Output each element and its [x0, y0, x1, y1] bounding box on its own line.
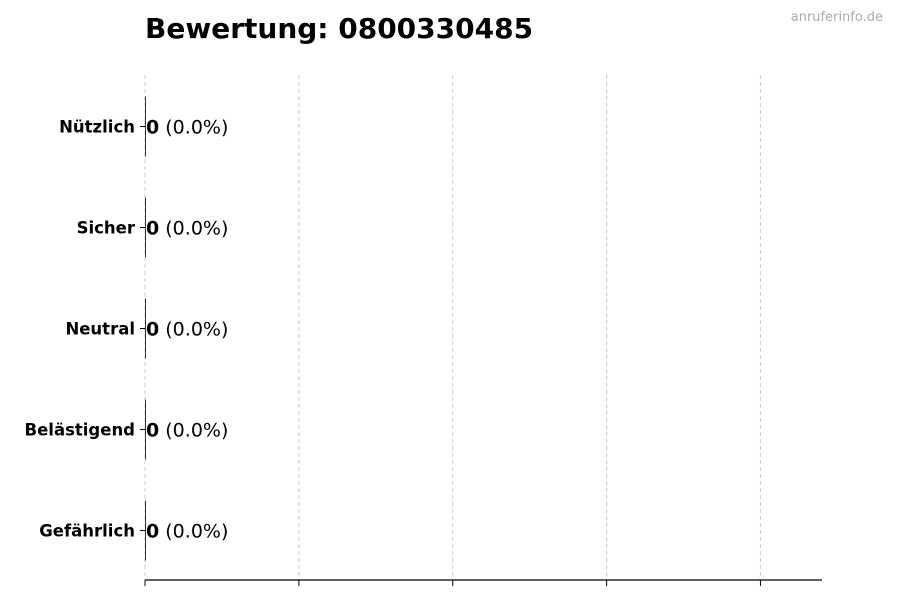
y-tick-label: Neutral — [65, 320, 135, 339]
bar — [145, 197, 146, 258]
y-tick-label: Nützlich — [59, 118, 135, 137]
data-label-percent: (0.0%) — [159, 218, 228, 240]
data-label-percent: (0.0%) — [159, 521, 228, 543]
data-label-percent: (0.0%) — [159, 420, 228, 442]
y-tick-label: Sicher — [77, 219, 136, 238]
y-tick-label: Gefährlich — [39, 522, 135, 541]
bar — [145, 298, 146, 359]
data-label-percent: (0.0%) — [159, 117, 228, 139]
watermark: anruferinfo.de — [790, 10, 883, 25]
bar — [145, 500, 146, 561]
data-label: 0 (0.0%) — [146, 521, 228, 543]
data-label-count: 0 — [146, 319, 159, 341]
data-label-count: 0 — [146, 521, 159, 543]
bar — [145, 96, 146, 157]
y-tick-label: Belästigend — [25, 421, 135, 440]
bar — [145, 399, 146, 460]
data-label-count: 0 — [146, 218, 159, 240]
data-label-count: 0 — [146, 420, 159, 442]
data-label: 0 (0.0%) — [146, 218, 228, 240]
chart-title: Bewertung: 0800330485 — [145, 12, 534, 45]
data-label: 0 (0.0%) — [146, 420, 228, 442]
data-label: 0 (0.0%) — [146, 319, 228, 341]
data-label-percent: (0.0%) — [159, 319, 228, 341]
data-label: 0 (0.0%) — [146, 117, 228, 139]
data-label-count: 0 — [146, 117, 159, 139]
